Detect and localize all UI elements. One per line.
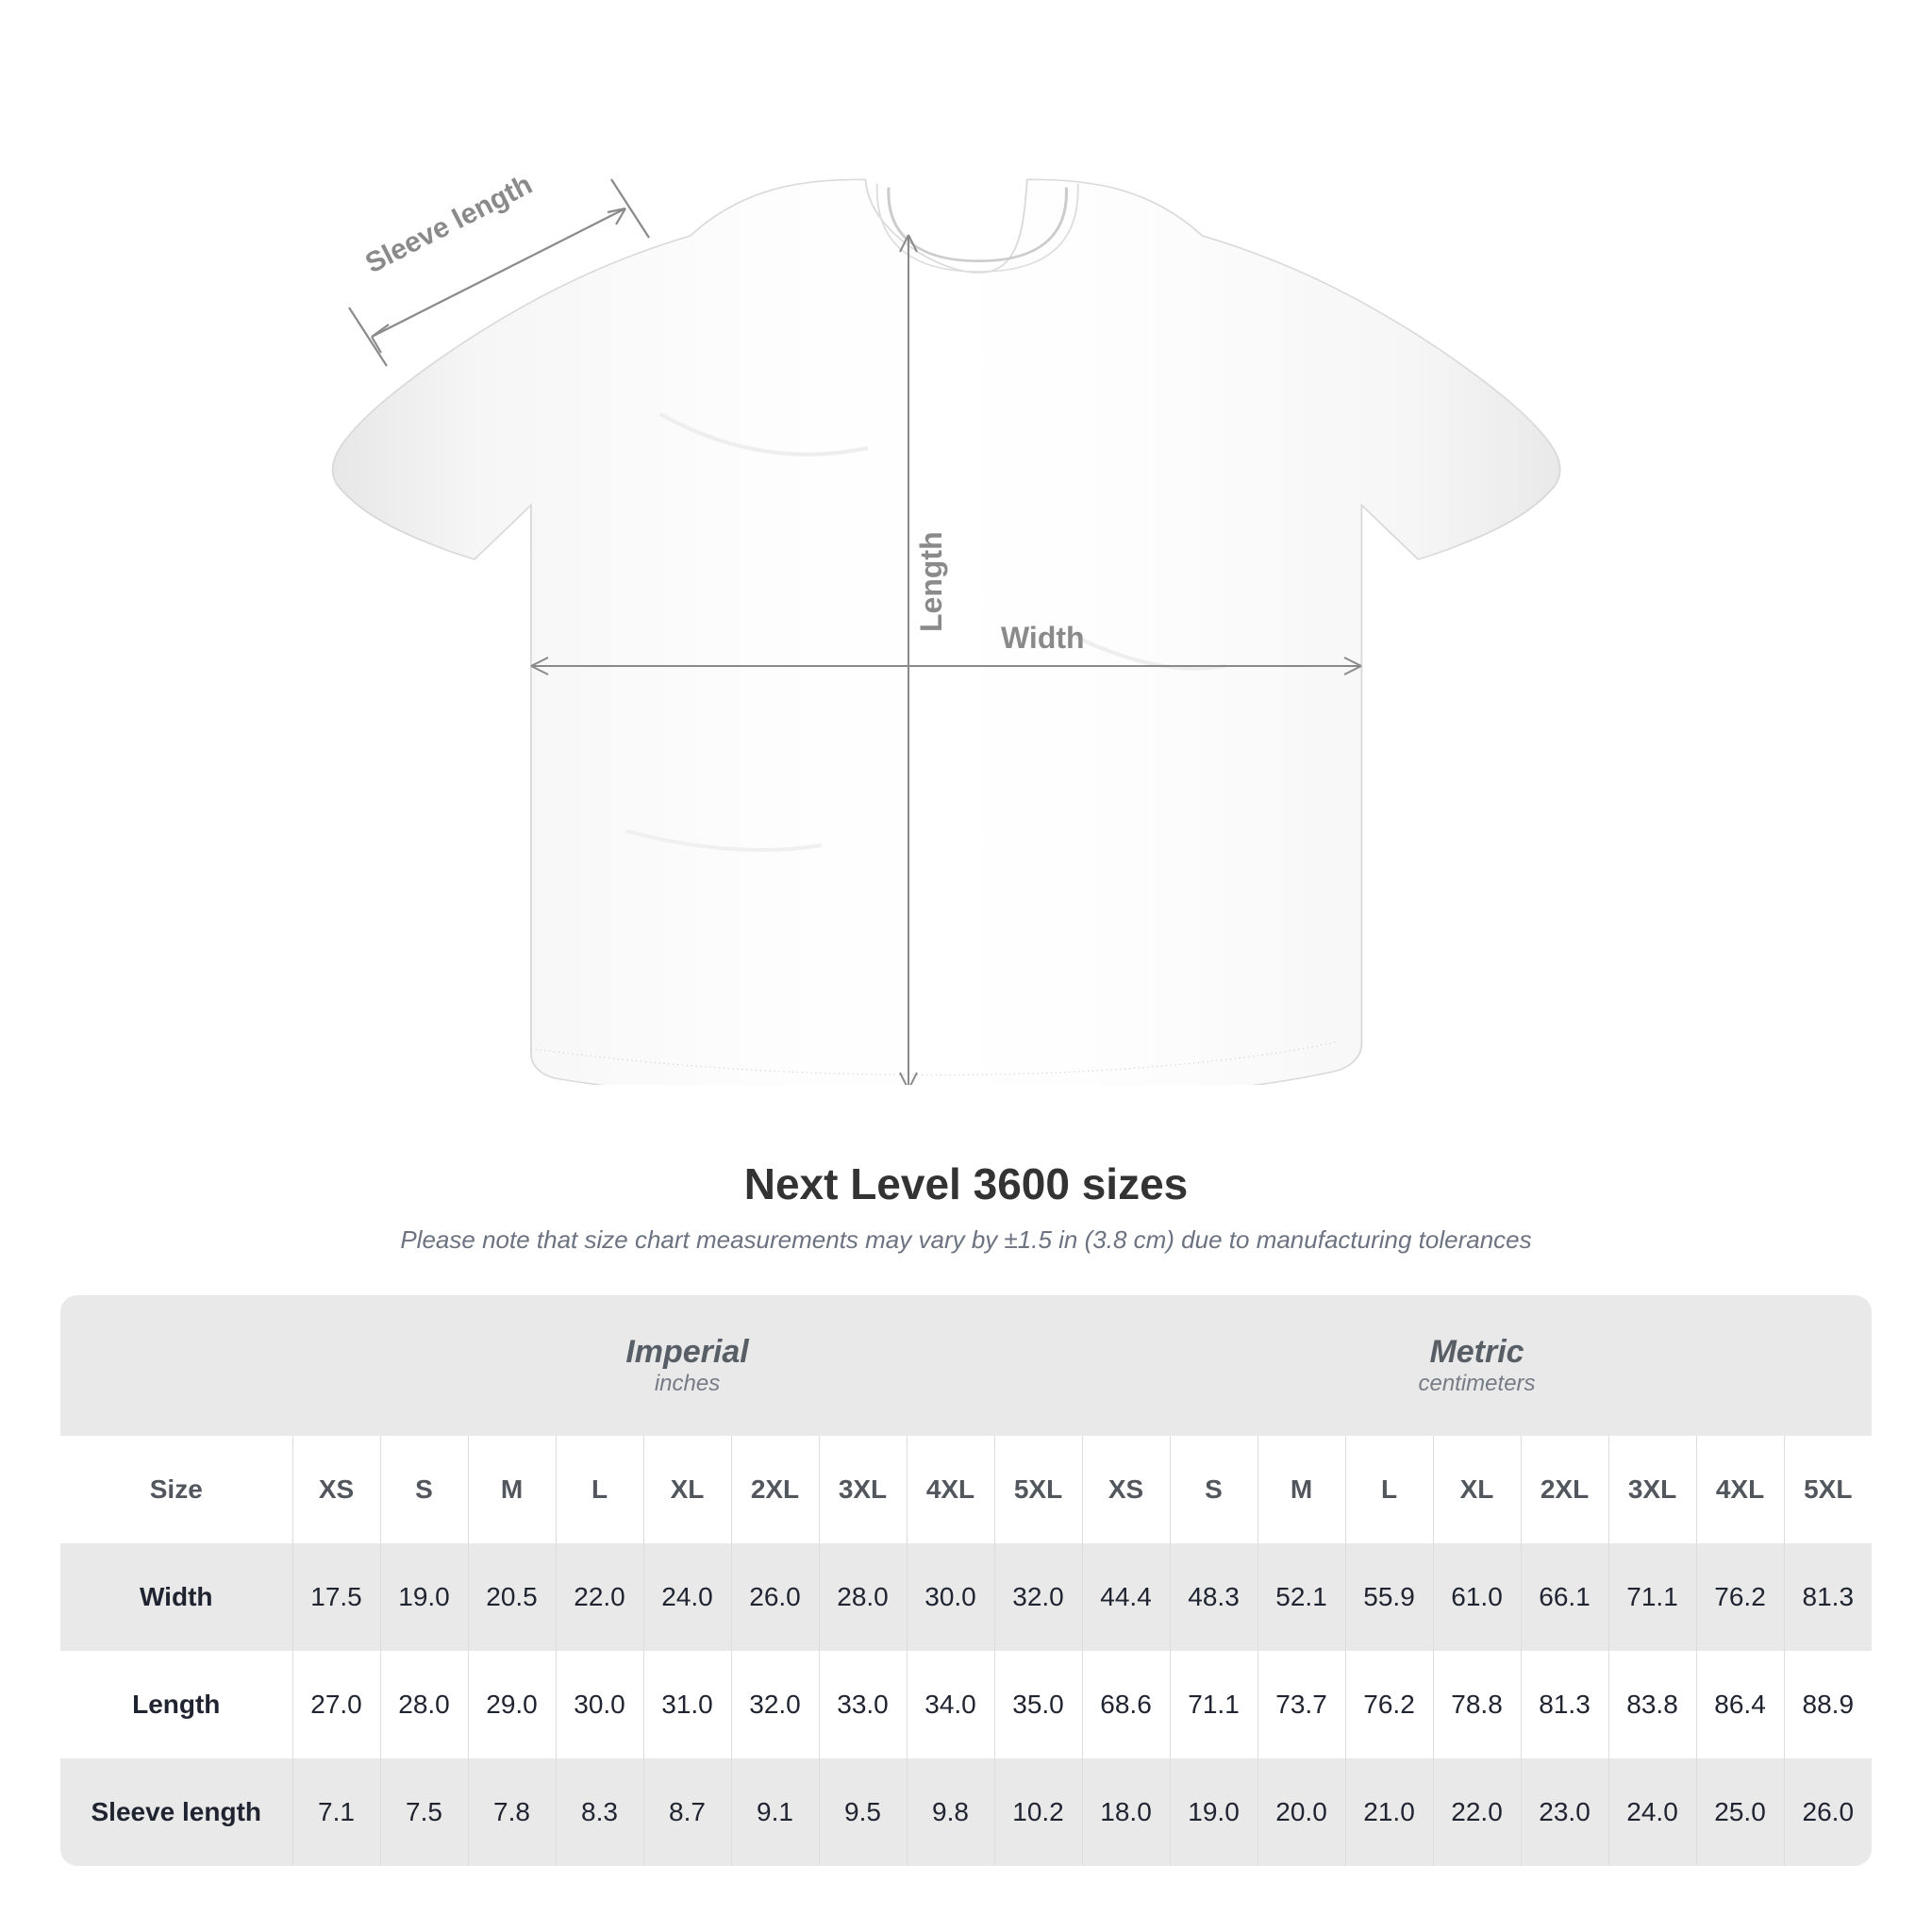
svg-text:Length: Length: [914, 531, 948, 632]
svg-text:Width: Width: [1001, 621, 1085, 655]
svg-text:Sleeve length: Sleeve length: [360, 169, 537, 279]
